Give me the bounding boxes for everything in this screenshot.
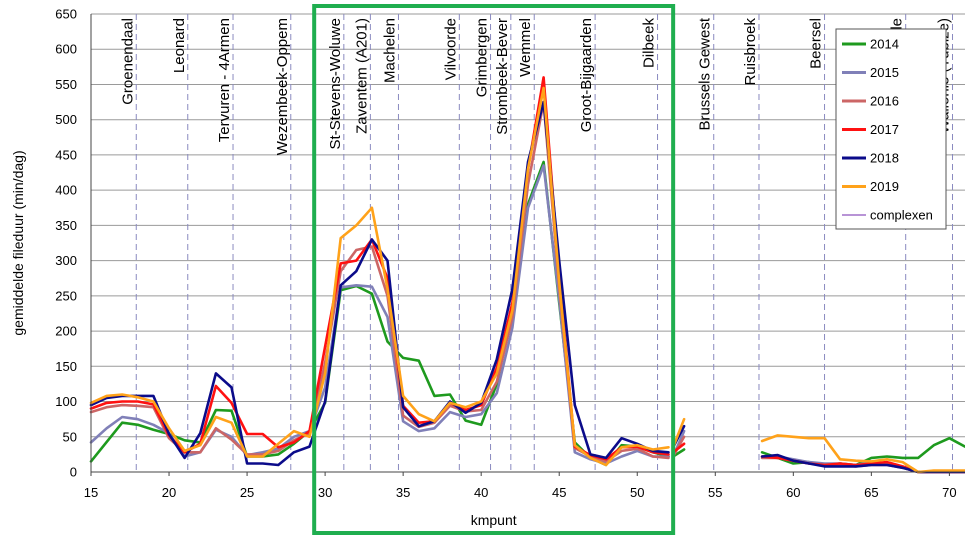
y-tick-label: 650	[55, 7, 77, 22]
series-line-2019	[89, 86, 670, 467]
series-line-2019	[760, 434, 965, 474]
series-line-2014	[89, 160, 670, 467]
y-tick-label: 250	[55, 288, 77, 303]
x-axis-title: kmpunt	[471, 512, 517, 528]
x-tick-label: 15	[84, 485, 98, 500]
legend-label: 2015	[870, 65, 899, 80]
location-marker-label: Strombeek-Bever	[494, 18, 511, 135]
x-tick-label: 50	[630, 485, 644, 500]
location-marker-label: Groot-Bijgaarden	[578, 18, 595, 132]
legend-label: 2019	[870, 179, 899, 194]
y-tick-label: 0	[70, 465, 77, 480]
location-marker-label: Ruisbroek	[742, 18, 759, 86]
y-tick-label: 450	[55, 147, 77, 162]
x-tick-label: 65	[864, 485, 878, 500]
series-line-2016	[89, 100, 670, 463]
y-axis-title: gemiddelde fileduur (min/dag)	[10, 150, 26, 335]
location-marker-label: Grimbergen	[474, 18, 491, 97]
x-tick-label: 55	[708, 485, 722, 500]
legend-label: 2018	[870, 151, 899, 166]
y-tick-label: 350	[55, 218, 77, 233]
x-tick-label: 40	[474, 485, 488, 500]
y-tick-label: 600	[55, 42, 77, 57]
x-tick-label: 20	[162, 485, 176, 500]
highlight-box	[312, 4, 676, 535]
y-tick-label: 50	[63, 429, 77, 444]
legend-label: complexen	[870, 208, 933, 223]
location-marker-label: Beersel	[808, 18, 825, 69]
location-marker-label: St-Stevens-Woluwe	[327, 18, 344, 149]
y-tick-label: 300	[55, 253, 77, 268]
location-marker-label: Machelen	[381, 18, 398, 83]
legend-label: 2017	[870, 122, 899, 137]
legend: 2014 2015 2016 2017 2018 2019 complexen	[835, 28, 947, 230]
x-tick-label: 25	[240, 485, 254, 500]
x-tick-label: 60	[786, 485, 800, 500]
series-lines	[89, 76, 965, 474]
y-tick-label: 400	[55, 183, 77, 198]
location-marker-label: Tervuren - 4Armen	[216, 18, 233, 142]
location-marker-label: Wemmel	[517, 18, 534, 77]
location-marker-label: Zaventem (A201)	[353, 18, 370, 134]
location-marker-label: Dilbeek	[641, 18, 658, 69]
x-tick-label: 70	[942, 485, 956, 500]
x-tick-label: 30	[318, 485, 332, 500]
location-marker-label: Brussels Gewest	[697, 17, 714, 130]
y-tick-label: 500	[55, 112, 77, 127]
highlight-box-rect	[312, 4, 676, 535]
legend-label: 2014	[870, 37, 899, 52]
y-tick-label: 200	[55, 324, 77, 339]
x-tick-label: 35	[396, 485, 410, 500]
gridlines	[91, 13, 965, 473]
legend-label: 2016	[870, 94, 899, 109]
x-tick-label: 45	[552, 485, 566, 500]
axes: 0 50 100 150 200 250 300 350 400 450 500 550 600 650 1…	[55, 7, 965, 500]
series-line-2018	[89, 100, 670, 467]
y-tick-label: 550	[55, 77, 77, 92]
y-tick-label: 100	[55, 394, 77, 409]
location-marker-label: Vilvoorde	[442, 18, 459, 80]
y-tick-label: 150	[55, 359, 77, 374]
location-markers: Groenendaal Leonard Tervuren - 4Armen Wezem…	[119, 14, 954, 472]
location-marker-label: Wezembeek-Oppem	[274, 18, 291, 155]
location-marker-label: Groenendaal	[119, 18, 136, 105]
location-marker-label: Leonard	[171, 18, 188, 73]
